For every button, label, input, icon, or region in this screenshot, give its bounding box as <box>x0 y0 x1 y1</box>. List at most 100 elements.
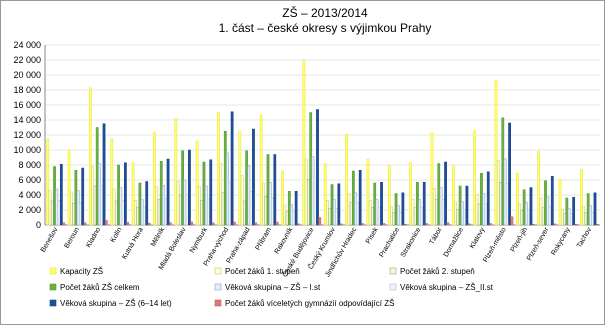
bar <box>81 167 85 226</box>
bar <box>539 197 543 226</box>
y-tick-label: 6 000 <box>18 175 41 185</box>
bar <box>420 207 424 226</box>
bar <box>586 193 590 226</box>
bar <box>181 150 184 226</box>
bar <box>425 223 428 226</box>
bar <box>195 140 199 226</box>
bar <box>273 154 277 226</box>
bar <box>91 166 95 226</box>
bar <box>591 212 595 226</box>
bar <box>153 131 156 226</box>
bar <box>121 200 125 226</box>
bar <box>307 179 310 226</box>
bar <box>110 138 114 226</box>
bar <box>230 111 234 226</box>
y-tick-label: 22 000 <box>13 55 41 65</box>
bar <box>114 200 118 226</box>
bar <box>93 185 97 226</box>
bar <box>330 184 334 226</box>
bar <box>572 197 576 226</box>
bar <box>582 206 586 226</box>
legend-label: Věková skupina – ZŠ (6–14 let) <box>60 299 172 308</box>
bar <box>345 134 348 226</box>
bar <box>465 185 469 226</box>
bar <box>89 87 92 226</box>
bar <box>505 183 509 226</box>
bar <box>337 183 341 226</box>
bar <box>430 132 434 226</box>
bar <box>226 152 229 226</box>
bar <box>548 206 552 226</box>
bar <box>463 209 467 226</box>
legend-label: Počet žáků 1. stupeň <box>225 267 300 276</box>
bar <box>123 162 127 226</box>
bar <box>409 162 413 226</box>
bar <box>219 163 223 226</box>
bar <box>475 194 479 226</box>
bar <box>494 80 498 226</box>
bar <box>529 187 533 226</box>
bar <box>259 114 263 226</box>
bar <box>499 182 502 226</box>
bar <box>290 204 293 226</box>
bar <box>489 223 492 226</box>
bar <box>147 222 151 226</box>
bar <box>143 206 146 226</box>
bar <box>354 192 358 226</box>
y-tick-label: 8 000 <box>18 160 41 170</box>
bar <box>361 223 364 226</box>
bar <box>145 181 149 226</box>
bar <box>262 182 265 226</box>
bar <box>366 158 370 226</box>
chart-subtitle: 1. část – české okresy s výjimkou Prahy <box>219 21 432 35</box>
bar <box>83 222 87 226</box>
bar <box>53 166 56 226</box>
bar <box>313 177 317 226</box>
bar <box>401 192 405 226</box>
bar <box>318 217 322 226</box>
bar <box>188 149 191 226</box>
bar <box>349 202 353 226</box>
legend-swatch <box>49 299 57 307</box>
y-tick-label: 16 000 <box>13 100 41 110</box>
bar <box>207 198 210 226</box>
bar <box>352 170 355 226</box>
legend-label: Věková skupina – ZŠ – I.st <box>225 283 321 292</box>
bar <box>335 208 338 226</box>
bar <box>302 59 306 226</box>
bar <box>444 161 447 226</box>
bar <box>347 193 351 226</box>
bar <box>138 182 142 226</box>
bar <box>467 223 471 226</box>
bar <box>522 189 526 226</box>
bar <box>55 188 59 226</box>
bar <box>98 163 101 226</box>
bar <box>178 194 182 226</box>
bar <box>411 199 415 226</box>
bar <box>558 179 562 226</box>
bar <box>304 158 308 226</box>
bar <box>245 150 249 226</box>
bar <box>79 202 82 226</box>
bar <box>563 213 566 226</box>
bar <box>198 186 201 226</box>
y-tick-label: 24 000 <box>13 40 41 50</box>
bar <box>358 170 362 226</box>
bar <box>204 185 208 226</box>
bar <box>560 209 564 226</box>
bar <box>446 222 450 226</box>
bar <box>223 131 227 226</box>
y-tick-label: 18 000 <box>13 85 41 95</box>
bar <box>435 199 438 226</box>
bar <box>50 200 54 226</box>
legend-label: Počet žáků víceletých gymnázií odpovídaj… <box>225 299 394 308</box>
bar <box>271 197 274 226</box>
bar <box>390 206 393 226</box>
bar <box>503 158 507 226</box>
bar <box>254 222 258 226</box>
bar <box>252 128 255 226</box>
bar <box>283 204 287 226</box>
y-tick-label: 20 000 <box>13 70 41 80</box>
bar <box>326 200 329 226</box>
bar <box>339 223 343 226</box>
